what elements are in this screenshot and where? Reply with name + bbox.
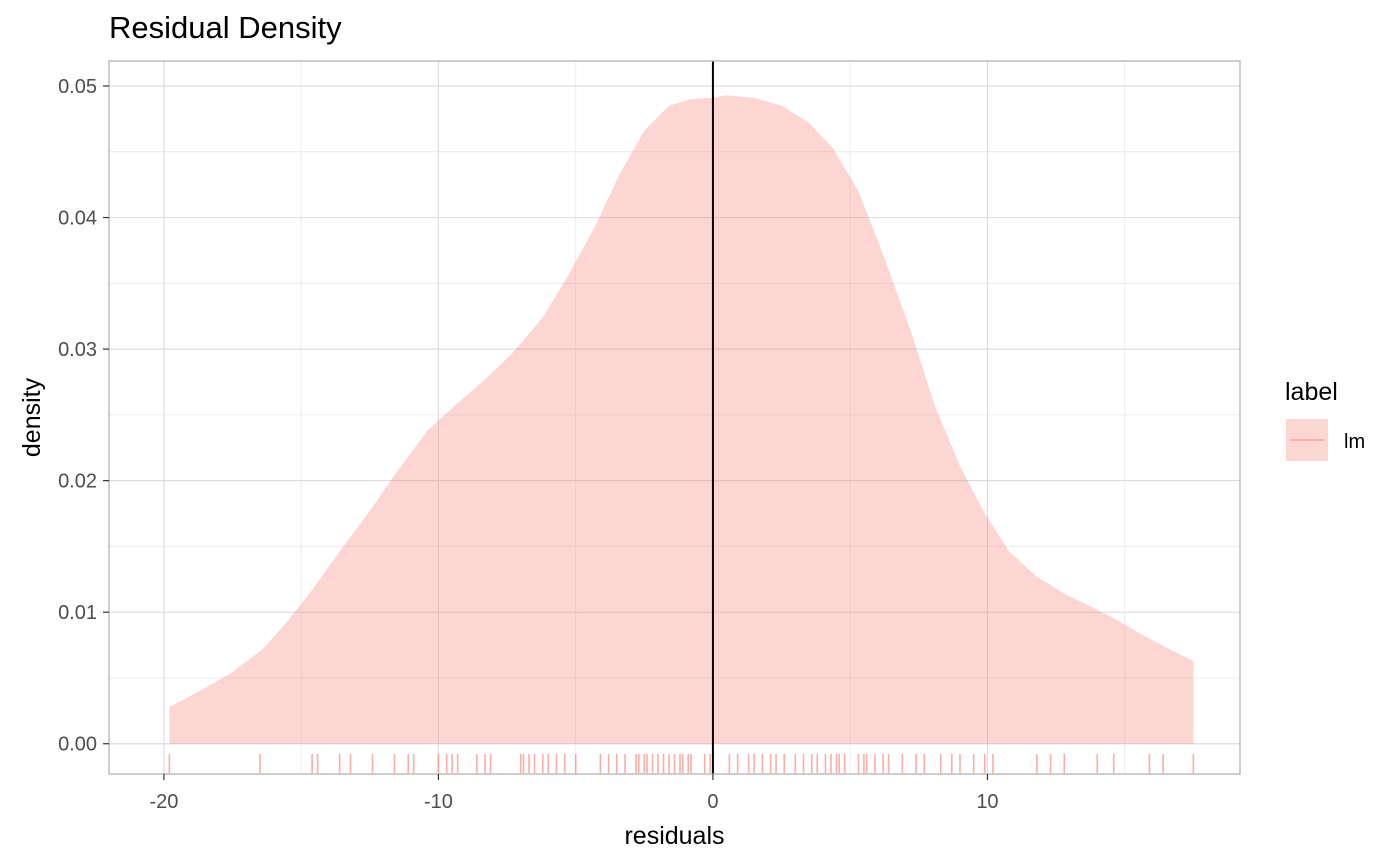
- major-gridlines: [109, 61, 1240, 774]
- x-tick-label: -20: [149, 791, 178, 813]
- x-axis-ticks: -20 -10 0 10: [149, 774, 999, 813]
- y-axis-title: density: [18, 377, 46, 457]
- minor-gridlines: [109, 61, 1240, 774]
- y-tick-label: 0.00: [58, 734, 97, 756]
- density-area-lm: [169, 95, 1194, 744]
- legend-title: label: [1285, 378, 1338, 406]
- x-tick-label: 0: [707, 791, 718, 813]
- y-tick-label: 0.04: [58, 208, 97, 230]
- y-tick-label: 0.05: [58, 76, 97, 98]
- x-tick-label: -10: [424, 791, 453, 813]
- y-axis-ticks: 0.00 0.01 0.02 0.03 0.04 0.05: [58, 76, 109, 756]
- legend: label lm: [1285, 378, 1365, 461]
- y-tick-label: 0.03: [58, 339, 97, 361]
- x-tick-label: 10: [976, 791, 998, 813]
- y-tick-label: 0.02: [58, 471, 97, 493]
- legend-label-lm: lm: [1344, 431, 1365, 453]
- x-axis-title: residuals: [624, 822, 724, 850]
- rug-marks: [168, 754, 1195, 773]
- y-tick-label: 0.01: [58, 602, 97, 624]
- chart-title: Residual Density: [109, 10, 342, 45]
- panel-border: [108, 60, 1241, 775]
